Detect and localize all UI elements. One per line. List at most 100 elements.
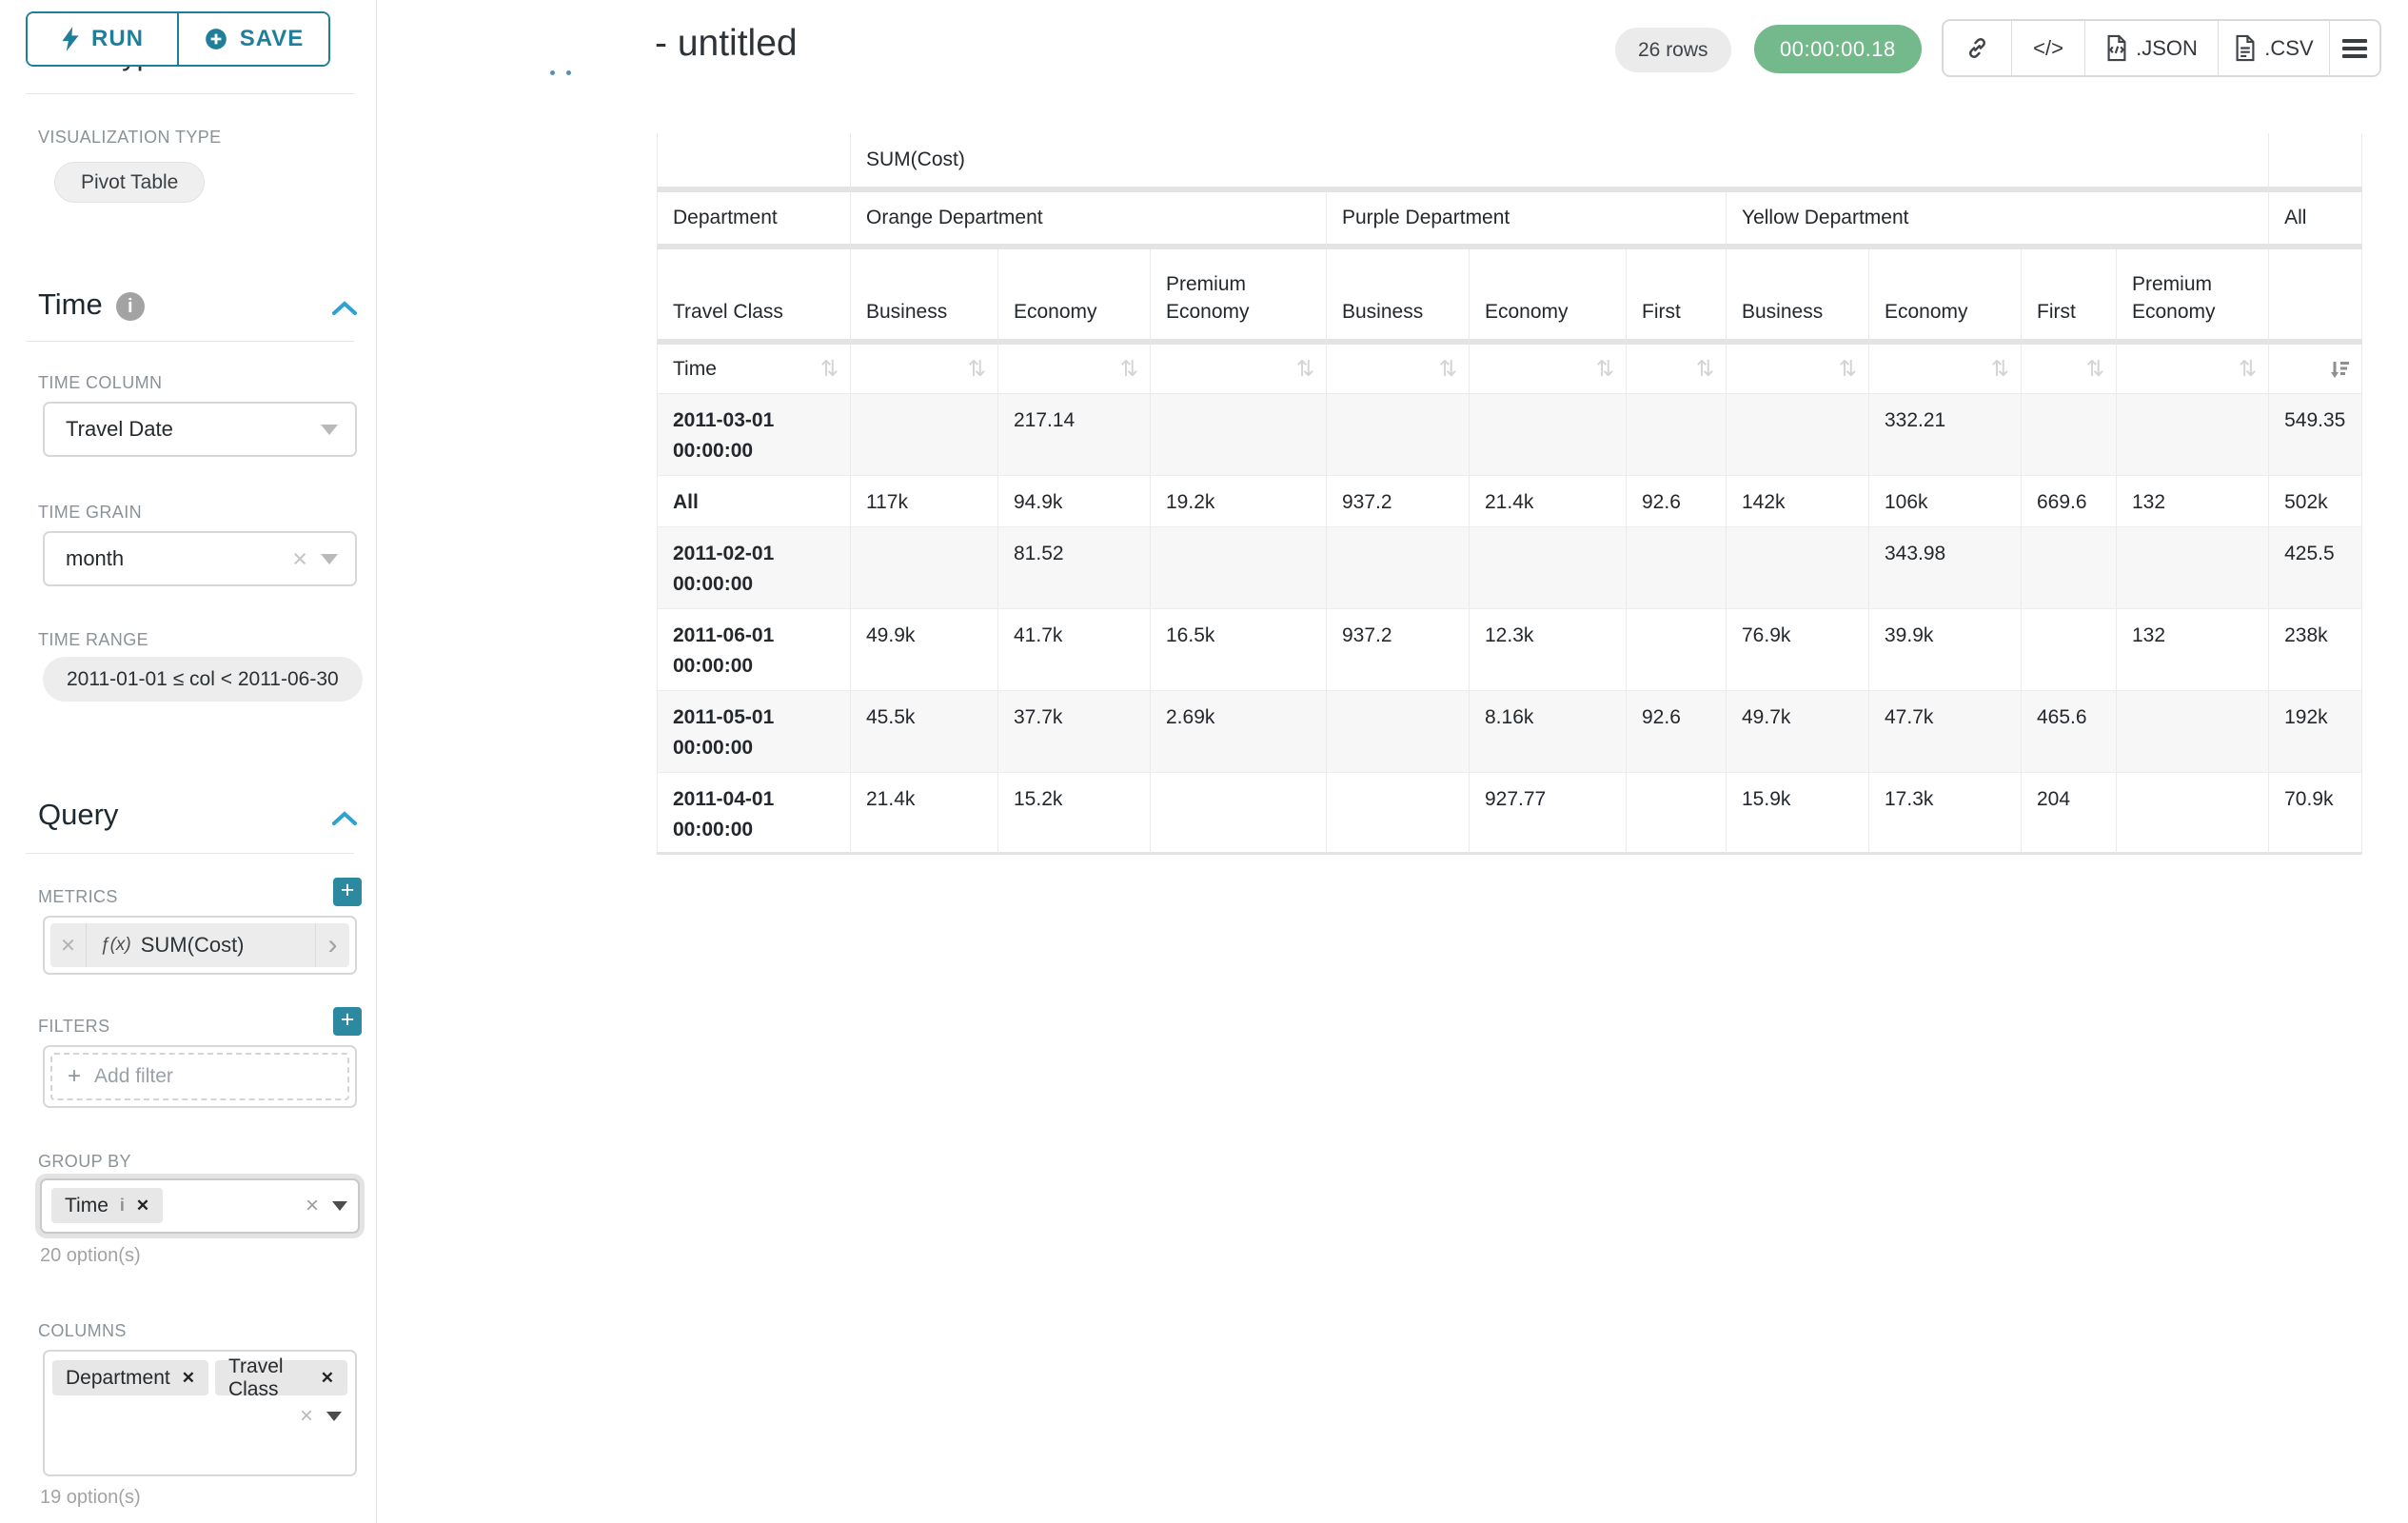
add-metric-button[interactable]: + bbox=[333, 878, 362, 906]
value-cell bbox=[1727, 394, 1869, 476]
sort-icon[interactable]: ⇅ bbox=[2085, 356, 2104, 381]
lightning-icon bbox=[61, 27, 80, 51]
travel-class-header: First bbox=[2022, 249, 2117, 345]
filters-label: FILTERS bbox=[38, 1017, 110, 1036]
value-cell: 192k bbox=[2269, 691, 2363, 773]
export-csv-button[interactable]: .CSV bbox=[2219, 21, 2331, 75]
run-button[interactable]: RUN bbox=[28, 13, 179, 65]
file-json-icon bbox=[2105, 34, 2128, 62]
value-cell: 76.9k bbox=[1727, 609, 1869, 691]
row-count-badge: 26 rows bbox=[1615, 28, 1731, 72]
query-timer-badge: 00:00:00.18 bbox=[1754, 25, 1922, 73]
info-icon[interactable]: i bbox=[119, 1196, 125, 1215]
more-options-button[interactable] bbox=[2330, 21, 2379, 75]
sort-descending-icon[interactable] bbox=[2329, 359, 2350, 380]
share-link-button[interactable] bbox=[1944, 21, 2012, 75]
remove-metric-icon[interactable]: ✕ bbox=[50, 923, 87, 967]
panel-resize-handle[interactable] bbox=[550, 63, 582, 80]
chevron-down-icon[interactable] bbox=[332, 1201, 347, 1211]
view-query-button[interactable]: </> bbox=[2012, 21, 2086, 75]
row-label-cell: 2011-02-01 00:00:00 bbox=[657, 527, 851, 609]
sort-cell bbox=[2269, 345, 2363, 394]
clear-icon[interactable]: × bbox=[305, 1193, 319, 1218]
sort-icon[interactable]: ⇅ bbox=[1438, 356, 1457, 381]
chevron-down-icon[interactable] bbox=[326, 1412, 342, 1421]
group-by-label: GROUP BY bbox=[38, 1152, 131, 1171]
travel-class-header: Economy bbox=[998, 249, 1151, 345]
value-cell bbox=[2022, 527, 2117, 609]
viz-type-pill[interactable]: Pivot Table bbox=[54, 162, 206, 203]
sort-icon[interactable]: ⇅ bbox=[1119, 356, 1138, 381]
metric-header-cell: SUM(Cost) bbox=[851, 133, 2270, 192]
export-toolbar: </> .JSON .CSV bbox=[1942, 19, 2381, 77]
chevron-up-icon[interactable] bbox=[331, 301, 358, 321]
sort-icon[interactable]: ⇅ bbox=[1695, 356, 1714, 381]
remove-tag-icon[interactable]: ✕ bbox=[135, 1196, 150, 1215]
travel-class-header: First bbox=[1627, 249, 1727, 345]
value-cell: 45.5k bbox=[851, 691, 998, 773]
export-json-button[interactable]: .JSON bbox=[2085, 21, 2219, 75]
sort-icon[interactable]: ⇅ bbox=[1295, 356, 1314, 381]
group-by-select[interactable]: Time i ✕ bbox=[40, 1178, 360, 1234]
metric-pill[interactable]: ✕ ƒ(x) SUM(Cost) › bbox=[50, 923, 349, 967]
table-row: All 117k 94.9k 19.2k 937.2 21.4k 92.6 142k 106k 6… bbox=[657, 476, 2363, 527]
save-button[interactable]: SAVE bbox=[179, 13, 328, 65]
clear-icon[interactable]: × bbox=[299, 1403, 313, 1429]
value-cell: 19.2k bbox=[1151, 476, 1327, 527]
value-cell: 132 bbox=[2117, 476, 2270, 527]
tag-label: Travel Class bbox=[227, 1355, 284, 1400]
sort-icon[interactable]: ⇅ bbox=[819, 356, 839, 381]
travel-class-header: Economy bbox=[1470, 249, 1627, 345]
value-cell bbox=[2117, 527, 2270, 609]
file-csv-icon bbox=[2234, 34, 2257, 62]
sort-icon[interactable]: ⇅ bbox=[2238, 356, 2258, 381]
time-grain-select[interactable]: month × bbox=[43, 531, 357, 586]
groupby-tag[interactable]: Time i ✕ bbox=[51, 1188, 164, 1223]
value-cell: 41.7k bbox=[998, 609, 1151, 691]
value-cell bbox=[1151, 773, 1327, 855]
info-icon[interactable]: i bbox=[115, 292, 145, 321]
department-group-header: Purple Department bbox=[1327, 192, 1727, 249]
value-cell: 15.2k bbox=[998, 773, 1151, 855]
remove-tag-icon[interactable]: ✕ bbox=[181, 1368, 195, 1387]
value-cell: 49.7k bbox=[1727, 691, 1869, 773]
chevron-up-icon[interactable] bbox=[331, 811, 358, 831]
sort-icon[interactable]: ⇅ bbox=[967, 356, 986, 381]
columns-tag[interactable]: Travel Class ✕ bbox=[214, 1355, 347, 1400]
columns-select[interactable]: Department ✕ Travel Class ✕ × bbox=[43, 1350, 357, 1476]
value-cell: 106k bbox=[1869, 476, 2022, 527]
sort-cell: ⇅ bbox=[2117, 345, 2270, 394]
table-row: 2011-03-01 00:00:00 217.14 332.21 549.35 bbox=[657, 394, 2363, 476]
value-cell bbox=[1627, 527, 1727, 609]
add-filter-plus-button[interactable]: + bbox=[333, 1007, 362, 1036]
time-range-pill[interactable]: 2011-01-01 ≤ col < 2011-06-30 bbox=[43, 657, 363, 702]
value-cell: 47.7k bbox=[1869, 691, 2022, 773]
columns-tag[interactable]: Department ✕ bbox=[52, 1360, 208, 1395]
remove-tag-icon[interactable]: ✕ bbox=[320, 1368, 334, 1387]
table-row: 2011-04-01 00:00:00 21.4k 15.2k 927.77 15.9k… bbox=[657, 773, 2363, 855]
sort-cell: Time ⇅ bbox=[657, 345, 851, 394]
clear-icon[interactable]: × bbox=[292, 544, 307, 573]
time-range-label: TIME RANGE bbox=[38, 630, 149, 649]
sort-cell: ⇅ bbox=[1869, 345, 2022, 394]
value-cell: 15.9k bbox=[1727, 773, 1869, 855]
value-cell: 549.35 bbox=[2269, 394, 2363, 476]
value-cell: 117k bbox=[851, 476, 998, 527]
row-label-cell: 2011-03-01 00:00:00 bbox=[657, 394, 851, 476]
travel-class-header: Premium Economy bbox=[2117, 249, 2270, 345]
table-row: 2011-06-01 00:00:00 49.9k 41.7k 16.5k 937.2 1… bbox=[657, 609, 2363, 691]
query-section-header: Query bbox=[38, 798, 119, 831]
sort-icon[interactable]: ⇅ bbox=[1595, 356, 1614, 381]
chevron-right-icon[interactable]: › bbox=[315, 923, 349, 967]
travel-class-header: Business bbox=[1727, 249, 1869, 345]
metrics-label: METRICS bbox=[38, 887, 118, 906]
time-column-select[interactable]: Travel Date bbox=[43, 402, 357, 457]
sort-icon[interactable]: ⇅ bbox=[1990, 356, 2009, 381]
chart-title[interactable]: - untitled bbox=[655, 23, 798, 64]
sort-cell: ⇅ bbox=[1727, 345, 1869, 394]
metrics-box: ✕ ƒ(x) SUM(Cost) › bbox=[43, 916, 357, 975]
value-cell: 669.6 bbox=[2022, 476, 2117, 527]
sort-icon[interactable]: ⇅ bbox=[1838, 356, 1857, 381]
add-filter-button[interactable]: + Add filter bbox=[50, 1053, 349, 1100]
value-cell bbox=[1151, 527, 1327, 609]
